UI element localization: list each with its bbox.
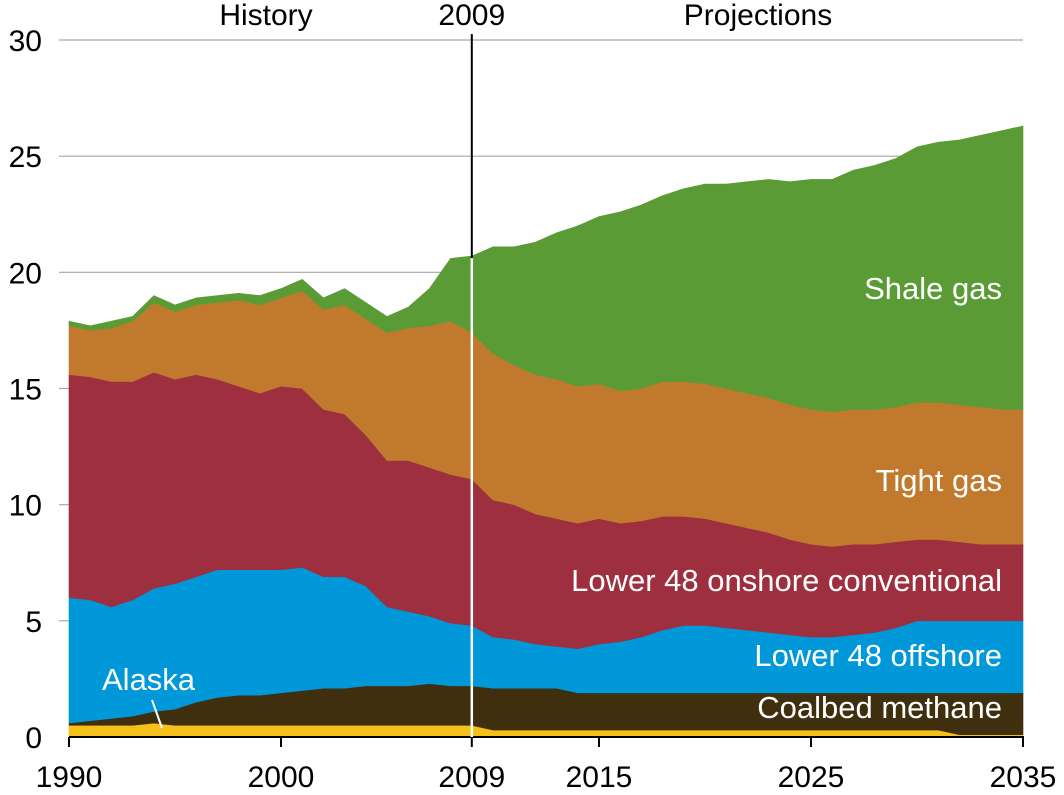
y-tick-label-30: 30 <box>9 25 42 58</box>
stacked-areas <box>68 125 1024 738</box>
x-tick-label-2009: 2009 <box>438 761 505 794</box>
x-tick-label-2015: 2015 <box>566 761 633 794</box>
projections-annotation: Projections <box>684 0 832 32</box>
y-tick-label-15: 15 <box>9 374 42 407</box>
history-annotation: History <box>219 0 312 32</box>
series-label-lower48-offshore: Lower 48 offshore <box>754 638 1002 673</box>
y-tick-label-5: 5 <box>25 606 42 639</box>
series-label-shale-gas: Shale gas <box>864 271 1002 306</box>
x-tick-label-2035: 2035 <box>990 761 1057 794</box>
y-tick-label-0: 0 <box>25 722 42 755</box>
alaska-label-pointer <box>151 699 163 729</box>
y-tick-label-20: 20 <box>9 257 42 290</box>
y-tick-label-25: 25 <box>9 141 42 174</box>
x-tick-label-2000: 2000 <box>248 761 315 794</box>
divider-year-annotation: 2009 <box>438 0 505 32</box>
series-label-tight-gas: Tight gas <box>876 463 1002 498</box>
x-tick-label-2025: 2025 <box>778 761 845 794</box>
series-label-alaska: Alaska <box>102 662 196 697</box>
series-labels: Alaska Coalbed methane Lower 48 offshore… <box>102 271 1002 729</box>
series-label-lower48-onshore-conventional: Lower 48 onshore conventional <box>571 563 1002 598</box>
y-ticks: 0 5 10 15 20 25 30 <box>9 25 42 755</box>
area-shale-gas <box>68 125 1024 413</box>
y-tick-label-10: 10 <box>9 490 42 523</box>
x-ticks: 1990 2000 2009 2015 2025 2035 <box>36 737 1057 794</box>
annotations: History 2009 Projections <box>219 0 832 32</box>
series-label-coalbed-methane: Coalbed methane <box>757 690 1002 725</box>
x-tick-label-1990: 1990 <box>36 761 103 794</box>
